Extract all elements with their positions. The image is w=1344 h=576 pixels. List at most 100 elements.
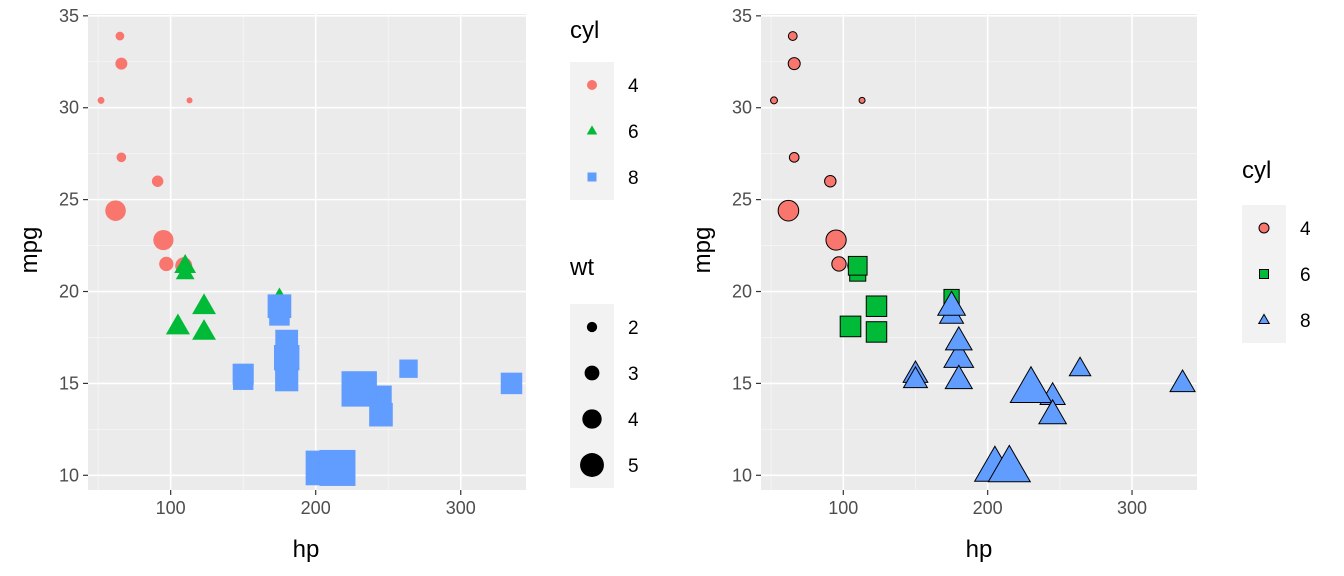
data-point-cyl-4	[787, 57, 801, 71]
y-tick-label: 15	[59, 373, 79, 393]
right-points	[770, 31, 1196, 483]
data-point-cyl-4	[858, 96, 866, 104]
data-point-cyl-4	[151, 175, 164, 187]
x-tick-label: 200	[973, 498, 1003, 518]
legend-title-wt: wt	[569, 254, 594, 281]
data-point-cyl-6	[165, 313, 190, 335]
left-x-axis-title: hp	[293, 536, 320, 563]
right-grid	[761, 14, 1197, 490]
legend-label-wt-3: 3	[628, 364, 639, 385]
data-point-cyl-6	[192, 319, 216, 340]
data-point-cyl-4	[770, 96, 778, 105]
legend-title-cyl: cyl	[570, 17, 599, 44]
right-axes: 100 200 300 10 15 20 25 30 35	[732, 6, 1147, 518]
legend-key-cyl-8	[1257, 313, 1271, 324]
legend-key-wt-5	[580, 453, 604, 477]
data-point-cyl-8	[275, 368, 299, 392]
x-tick-label: 100	[828, 498, 858, 518]
left-points	[97, 31, 523, 486]
data-point-cyl-4	[116, 152, 127, 163]
left-plot-panel	[88, 14, 526, 490]
legend-label-cyl-4: 4	[1300, 219, 1311, 240]
legend-key-wt-2	[586, 321, 598, 333]
y-tick-label: 20	[732, 282, 752, 302]
data-point-cyl-4	[825, 229, 847, 251]
data-point-cyl-4	[97, 96, 105, 104]
data-point-cyl-8	[1068, 356, 1092, 377]
data-point-cyl-8	[275, 329, 299, 353]
right-y-axis-title: mpg	[689, 227, 716, 274]
y-tick-label: 20	[59, 282, 79, 302]
data-point-cyl-4	[115, 31, 125, 41]
legend-label-cyl-6: 6	[628, 122, 639, 143]
data-point-cyl-6	[192, 293, 216, 315]
data-point-cyl-8	[1037, 398, 1068, 425]
y-tick-label: 25	[59, 190, 79, 210]
data-point-cyl-4	[831, 256, 847, 272]
legend-label-cyl-6: 6	[1300, 265, 1311, 286]
legend-key-cyl-6	[1259, 269, 1269, 279]
y-tick-label: 30	[732, 98, 752, 118]
right-x-axis-title: hp	[966, 536, 993, 563]
data-point-cyl-8	[232, 369, 254, 390]
data-point-cyl-4	[115, 57, 128, 70]
left-legends: cyl 4 6 8 wt 2 3 4 5	[569, 17, 639, 488]
legend-label-wt-2: 2	[628, 318, 639, 339]
data-point-cyl-4	[787, 31, 798, 41]
data-point-cyl-6	[174, 254, 197, 273]
y-tick-label: 30	[59, 98, 79, 118]
legend-label-cyl-4: 4	[628, 76, 639, 97]
data-point-cyl-6	[865, 321, 888, 343]
x-tick-label: 100	[156, 498, 186, 518]
legend-label-cyl-8: 8	[628, 168, 639, 189]
x-tick-label: 300	[1117, 498, 1147, 518]
data-point-cyl-4	[777, 199, 800, 222]
data-point-cyl-8	[1009, 365, 1053, 404]
data-point-cyl-8	[369, 402, 393, 427]
legend-key-cyl-6	[586, 125, 598, 135]
data-point-cyl-4	[159, 256, 174, 272]
data-point-cyl-4	[105, 200, 126, 221]
data-point-cyl-8	[399, 359, 418, 378]
data-point-cyl-8	[267, 294, 292, 319]
data-point-cyl-8	[341, 371, 377, 407]
x-tick-label: 300	[446, 498, 476, 518]
x-tick-label: 200	[301, 498, 331, 518]
legend-label-wt-5: 5	[628, 456, 639, 477]
data-point-cyl-8	[944, 325, 973, 351]
legend-key-cyl-8	[587, 172, 597, 182]
legend-title-cyl: cyl	[1242, 157, 1271, 184]
legend-key-wt-3	[584, 365, 600, 381]
y-tick-label: 10	[59, 465, 79, 485]
left-chart: 100 200 300 10 15 20 25 30 35 hp mpg cyl 4 6 8 wt 2 3 4…	[16, 6, 639, 563]
data-point-cyl-8	[1169, 368, 1196, 393]
legend-key-cyl-4	[587, 80, 597, 90]
data-point-cyl-6	[839, 315, 862, 338]
right-chart: 100 200 300 10 15 20 25 30 35 hp mpg cyl 4 6 8	[689, 6, 1311, 563]
data-point-cyl-8	[319, 449, 356, 486]
right-legends: cyl 4 6 8	[1242, 157, 1311, 343]
y-tick-label: 35	[59, 6, 79, 26]
data-point-cyl-8	[944, 364, 974, 390]
data-point-cyl-4	[788, 152, 800, 163]
y-tick-label: 15	[732, 373, 752, 393]
right-plot-panel	[761, 14, 1197, 490]
data-point-cyl-8	[902, 365, 929, 389]
legend-label-wt-4: 4	[628, 410, 639, 431]
data-point-cyl-4	[824, 175, 837, 188]
legend-key-wt-4	[582, 409, 602, 429]
y-tick-label: 10	[732, 465, 752, 485]
y-tick-label: 25	[732, 190, 752, 210]
data-point-cyl-8	[500, 372, 523, 395]
left-y-axis-title: mpg	[16, 227, 43, 274]
data-point-cyl-8	[987, 444, 1032, 483]
data-point-cyl-4	[153, 229, 174, 251]
legend-label-cyl-8: 8	[1300, 311, 1311, 332]
data-point-cyl-4	[186, 97, 193, 104]
legend-key-cyl-4	[1258, 222, 1270, 234]
left-axes: 100 200 300 10 15 20 25 30 35	[59, 6, 476, 518]
y-tick-label: 35	[732, 6, 752, 26]
data-point-cyl-8	[936, 290, 967, 316]
data-point-cyl-6	[847, 255, 868, 276]
